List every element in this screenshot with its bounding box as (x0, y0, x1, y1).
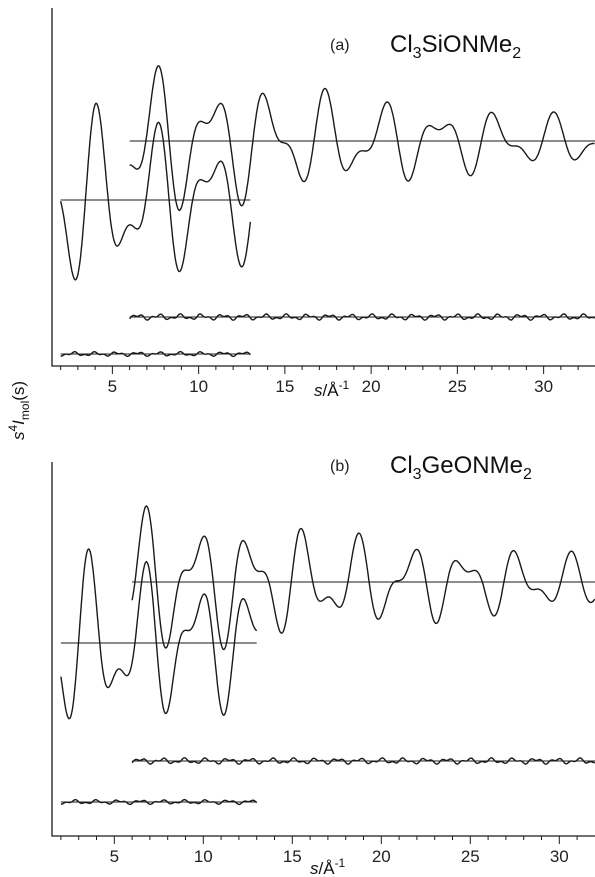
x-tick-label: 25 (461, 847, 480, 866)
short-camera-curve (60, 548, 258, 720)
panel-a-ticks: 5 10 15 20 25 30 (60, 366, 579, 396)
x-tick-label: 25 (448, 377, 467, 396)
panel-b-curves (60, 505, 595, 806)
x-tick-label: 15 (283, 847, 302, 866)
x-tick-label: 20 (362, 377, 381, 396)
short-difference-curve (60, 350, 251, 358)
long-camera-curve (131, 505, 595, 651)
x-tick-label: 5 (108, 377, 117, 396)
long-camera-curve (129, 65, 595, 212)
long-difference-curve (129, 313, 595, 321)
panel-a: 5 10 15 20 25 30 (a) Cl3SiONMe2 s/Å-1 (51, 8, 595, 400)
long-difference-curve (131, 757, 595, 765)
panel-b-xlabel: s/Å-1 (310, 856, 346, 877)
x-tick-label: 30 (534, 377, 553, 396)
panel-b-axes (51, 462, 595, 837)
short-difference-curve (60, 798, 258, 806)
panel-b-tag: (b) (330, 458, 350, 475)
panel-b-compound: Cl3GeONMe2 (390, 452, 532, 483)
panel-a-compound: Cl3SiONMe2 (390, 31, 521, 62)
panel-a-tag: (a) (330, 37, 350, 54)
x-tick-label: 20 (372, 847, 391, 866)
x-tick-label: 15 (275, 377, 294, 396)
panel-a-curves (59, 65, 595, 358)
y-axis-label: s4Imol(s) (6, 381, 32, 440)
x-tick-label: 10 (194, 847, 213, 866)
panel-a-axes (51, 8, 595, 367)
panel-a-xlabel: s/Å-1 (314, 378, 350, 400)
x-tick-label: 30 (550, 847, 569, 866)
short-camera-curve (59, 102, 252, 281)
x-tick-label: 5 (110, 847, 119, 866)
x-tick-label: 10 (189, 377, 208, 396)
panel-b-ticks: 5 10 15 20 25 30 (60, 836, 578, 866)
panel-b: 5 10 15 20 25 30 (b) Cl3GeONMe2 s/Å-1 (51, 452, 595, 877)
